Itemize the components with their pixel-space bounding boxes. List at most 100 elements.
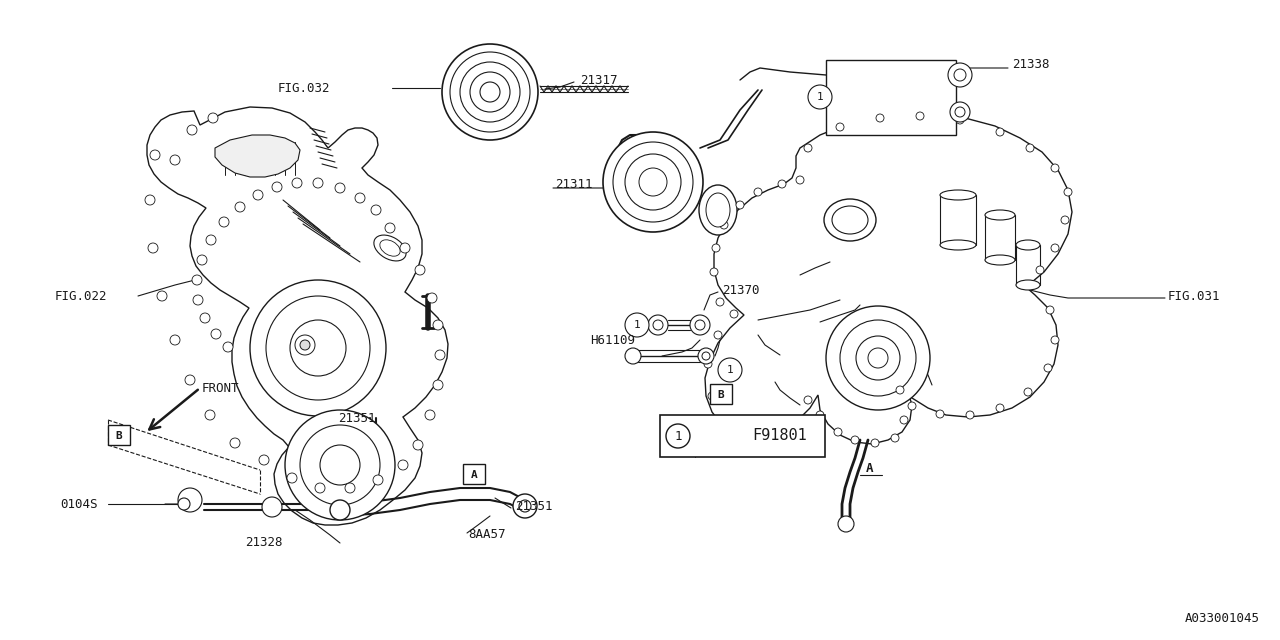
Circle shape xyxy=(826,306,931,410)
Circle shape xyxy=(716,298,724,306)
Ellipse shape xyxy=(832,206,868,234)
Text: 21328: 21328 xyxy=(244,536,283,550)
Circle shape xyxy=(714,331,722,339)
Circle shape xyxy=(730,310,739,318)
Circle shape xyxy=(433,320,443,330)
Circle shape xyxy=(266,296,370,400)
Circle shape xyxy=(518,500,531,512)
Circle shape xyxy=(372,475,383,485)
Text: A: A xyxy=(471,470,477,480)
Circle shape xyxy=(1051,244,1059,252)
Circle shape xyxy=(851,436,859,444)
Circle shape xyxy=(808,85,832,109)
Circle shape xyxy=(625,348,641,364)
Text: FRONT: FRONT xyxy=(202,381,239,394)
Circle shape xyxy=(219,217,229,227)
Circle shape xyxy=(603,132,703,232)
Circle shape xyxy=(259,455,269,465)
Text: H61109: H61109 xyxy=(590,333,635,346)
Circle shape xyxy=(207,113,218,123)
Ellipse shape xyxy=(940,190,977,200)
Ellipse shape xyxy=(940,240,977,250)
Circle shape xyxy=(285,410,396,520)
Circle shape xyxy=(996,404,1004,412)
Text: FIG.031: FIG.031 xyxy=(1169,289,1221,303)
Circle shape xyxy=(273,182,282,192)
Circle shape xyxy=(513,494,538,518)
Circle shape xyxy=(211,329,221,339)
Circle shape xyxy=(335,183,346,193)
Circle shape xyxy=(197,255,207,265)
Bar xyxy=(463,464,485,484)
Bar xyxy=(710,384,732,404)
Circle shape xyxy=(200,313,210,323)
Circle shape xyxy=(625,313,649,337)
Polygon shape xyxy=(147,107,448,525)
Circle shape xyxy=(966,411,974,419)
Circle shape xyxy=(1024,388,1032,396)
Circle shape xyxy=(868,348,888,368)
Circle shape xyxy=(666,424,690,448)
Circle shape xyxy=(1044,364,1052,372)
Circle shape xyxy=(398,460,408,470)
Circle shape xyxy=(230,438,241,448)
Circle shape xyxy=(236,202,244,212)
Circle shape xyxy=(835,428,842,436)
Bar xyxy=(826,60,956,135)
Circle shape xyxy=(294,335,315,355)
Text: 1: 1 xyxy=(817,92,823,102)
Bar xyxy=(108,425,131,445)
Circle shape xyxy=(1051,336,1059,344)
Circle shape xyxy=(817,411,824,419)
Circle shape xyxy=(804,144,812,152)
Circle shape xyxy=(1027,144,1034,152)
Text: 21370: 21370 xyxy=(722,284,759,296)
Circle shape xyxy=(480,82,500,102)
Circle shape xyxy=(900,416,908,424)
Circle shape xyxy=(178,498,189,510)
Circle shape xyxy=(870,439,879,447)
Circle shape xyxy=(1064,188,1073,196)
Circle shape xyxy=(291,320,346,376)
Circle shape xyxy=(1036,266,1044,274)
Circle shape xyxy=(836,123,844,131)
Circle shape xyxy=(896,386,904,394)
Circle shape xyxy=(891,434,899,442)
Circle shape xyxy=(701,352,710,360)
Ellipse shape xyxy=(380,240,401,256)
Ellipse shape xyxy=(986,255,1015,265)
Circle shape xyxy=(838,516,854,532)
Text: FIG.032: FIG.032 xyxy=(278,81,330,95)
Circle shape xyxy=(300,340,310,350)
Circle shape xyxy=(145,195,155,205)
Circle shape xyxy=(718,358,742,382)
Circle shape xyxy=(320,445,360,485)
Circle shape xyxy=(690,315,710,335)
Circle shape xyxy=(1046,306,1053,314)
Circle shape xyxy=(300,425,380,505)
Circle shape xyxy=(170,335,180,345)
Circle shape xyxy=(625,154,681,210)
Ellipse shape xyxy=(707,193,730,227)
Polygon shape xyxy=(215,135,300,177)
Circle shape xyxy=(719,221,728,229)
Circle shape xyxy=(150,150,160,160)
Ellipse shape xyxy=(1016,240,1039,250)
Circle shape xyxy=(908,402,916,410)
Circle shape xyxy=(315,483,325,493)
Circle shape xyxy=(856,336,900,380)
Text: FIG.022: FIG.022 xyxy=(55,289,108,303)
Circle shape xyxy=(385,223,396,233)
Text: 21338: 21338 xyxy=(1012,58,1050,72)
Circle shape xyxy=(1061,216,1069,224)
Circle shape xyxy=(754,188,762,196)
Circle shape xyxy=(613,142,692,222)
Circle shape xyxy=(330,500,349,520)
Circle shape xyxy=(639,168,667,196)
Circle shape xyxy=(840,320,916,396)
Text: 21311: 21311 xyxy=(556,179,593,191)
Circle shape xyxy=(712,244,719,252)
Circle shape xyxy=(292,178,302,188)
Circle shape xyxy=(954,69,966,81)
Text: 1: 1 xyxy=(727,365,733,375)
